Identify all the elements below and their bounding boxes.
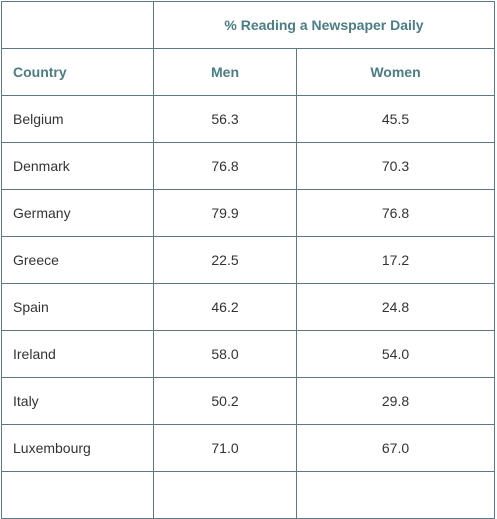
women-cell: 17.2 <box>296 236 495 284</box>
country-cell: Italy <box>1 377 154 425</box>
table-row: Denmark 76.8 70.3 <box>1 142 495 190</box>
women-cell: 24.8 <box>296 283 495 331</box>
women-cell: 70.3 <box>296 142 495 190</box>
column-header-women: Women <box>296 48 495 96</box>
table-row: Italy 50.2 29.8 <box>1 377 495 425</box>
group-header-row: % Reading a Newspaper Daily <box>1 1 495 49</box>
table-row: Luxembourg 71.0 67.0 <box>1 424 495 472</box>
men-cell: 56.3 <box>153 95 297 143</box>
country-cell: Belgium <box>1 95 154 143</box>
table-row: Belgium 56.3 45.5 <box>1 95 495 143</box>
table-row: Greece 22.5 17.2 <box>1 236 495 284</box>
country-cell: Germany <box>1 189 154 237</box>
table-row: Spain 46.2 24.8 <box>1 283 495 331</box>
country-cell: Ireland <box>1 330 154 378</box>
corner-cell <box>1 1 154 49</box>
men-cell: 58.0 <box>153 330 297 378</box>
men-cell: 46.2 <box>153 283 297 331</box>
men-cell: 79.9 <box>153 189 297 237</box>
women-cell: 29.8 <box>296 377 495 425</box>
men-cell: 71.0 <box>153 424 297 472</box>
country-cell: Spain <box>1 283 154 331</box>
men-cell: 22.5 <box>153 236 297 284</box>
table-row: Germany 79.9 76.8 <box>1 189 495 237</box>
table-row: Ireland 58.0 54.0 <box>1 330 495 378</box>
country-cell: Greece <box>1 236 154 284</box>
women-cell: 76.8 <box>296 189 495 237</box>
country-cell: Denmark <box>1 142 154 190</box>
men-cell: 50.2 <box>153 377 297 425</box>
women-cell: 45.5 <box>296 95 495 143</box>
men-cell: 76.8 <box>153 142 297 190</box>
column-header-country: Country <box>1 48 154 96</box>
column-header-men: Men <box>153 48 297 96</box>
men-cell-empty <box>153 471 297 519</box>
column-header-row: Country Men Women <box>1 48 495 96</box>
group-header: % Reading a Newspaper Daily <box>153 1 495 49</box>
table-row-partial <box>1 471 495 519</box>
country-cell-empty <box>1 471 154 519</box>
country-cell: Luxembourg <box>1 424 154 472</box>
women-cell: 54.0 <box>296 330 495 378</box>
women-cell-empty <box>296 471 495 519</box>
women-cell: 67.0 <box>296 424 495 472</box>
